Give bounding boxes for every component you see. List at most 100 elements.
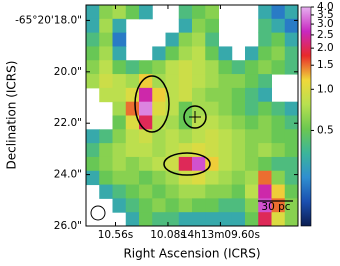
cell	[231, 156, 246, 172]
cell	[152, 74, 166, 89]
cell	[112, 101, 127, 116]
cell	[139, 115, 153, 130]
cell	[245, 129, 259, 144]
cell	[139, 212, 153, 227]
cell	[125, 156, 140, 172]
colorbar-tick-label: 2.0	[317, 42, 334, 54]
cell	[258, 5, 272, 20]
cell	[258, 115, 272, 130]
cell	[284, 46, 299, 61]
cell	[99, 129, 113, 144]
beam	[90, 205, 106, 221]
cell	[205, 115, 219, 130]
cell	[258, 74, 272, 89]
cell	[178, 60, 193, 75]
cell	[271, 32, 286, 47]
colorbar-tick-label: 1.5	[317, 59, 334, 71]
cell	[231, 60, 246, 75]
cell	[218, 129, 233, 144]
cell	[271, 46, 286, 61]
cell	[205, 198, 219, 213]
cell	[178, 170, 193, 186]
cell	[205, 170, 219, 186]
cell	[258, 87, 272, 103]
cell	[112, 198, 127, 213]
cell	[218, 170, 233, 186]
cell	[205, 101, 219, 116]
cell	[284, 129, 299, 144]
cell	[192, 74, 206, 89]
cell	[165, 32, 180, 47]
cell	[178, 46, 193, 61]
cell	[245, 46, 259, 61]
cell	[99, 170, 113, 186]
cell	[192, 60, 206, 75]
cell	[112, 5, 127, 20]
cell	[152, 46, 166, 61]
cell	[205, 212, 219, 227]
cell	[165, 74, 180, 89]
cell	[125, 60, 140, 75]
colorbar-tick-label: 0.5	[317, 124, 334, 136]
cell	[218, 60, 233, 75]
cell	[271, 101, 286, 116]
cell	[152, 156, 166, 172]
cell	[271, 18, 286, 34]
cell	[152, 60, 166, 75]
cell	[284, 101, 299, 116]
cell	[112, 143, 127, 158]
cell	[178, 18, 193, 34]
region-ellipse	[134, 75, 170, 133]
cell	[258, 32, 272, 47]
cell	[205, 32, 219, 47]
cell	[139, 129, 153, 144]
cell	[245, 212, 259, 227]
cell	[152, 87, 166, 103]
cell	[178, 74, 193, 89]
cell	[139, 198, 153, 213]
cell	[284, 32, 299, 47]
cell	[165, 46, 180, 61]
cell	[218, 184, 233, 199]
cell	[271, 198, 286, 213]
cell	[139, 101, 153, 116]
cell	[258, 129, 272, 144]
cell	[99, 156, 113, 172]
cell	[218, 101, 233, 116]
cell	[192, 18, 206, 34]
cell	[178, 143, 193, 158]
cell	[245, 115, 259, 130]
cell	[86, 74, 100, 89]
x-axis-label: Right Ascension (ICRS)	[123, 247, 260, 261]
cell	[231, 74, 246, 89]
cell	[178, 87, 193, 103]
cell	[192, 32, 206, 47]
cell	[125, 5, 140, 20]
cell	[139, 60, 153, 75]
cell	[245, 74, 259, 89]
cell	[152, 212, 166, 227]
cell	[152, 170, 166, 186]
cell	[284, 5, 299, 20]
cell	[258, 101, 272, 116]
cell	[205, 60, 219, 75]
cell	[245, 156, 259, 172]
cell	[178, 212, 193, 227]
cell	[205, 129, 219, 144]
cell	[192, 129, 206, 144]
cell	[139, 143, 153, 158]
cell	[205, 18, 219, 34]
cell	[112, 129, 127, 144]
region-ellipse	[163, 152, 211, 176]
cell	[125, 129, 140, 144]
cell	[231, 212, 246, 227]
colorbar-tick-label: 1.0	[317, 83, 334, 95]
cell	[205, 184, 219, 199]
y-tick-label: 26.0"	[54, 220, 82, 232]
cell	[258, 60, 272, 75]
cell	[112, 60, 127, 75]
cell	[218, 143, 233, 158]
cell	[152, 143, 166, 158]
cell	[139, 156, 153, 172]
